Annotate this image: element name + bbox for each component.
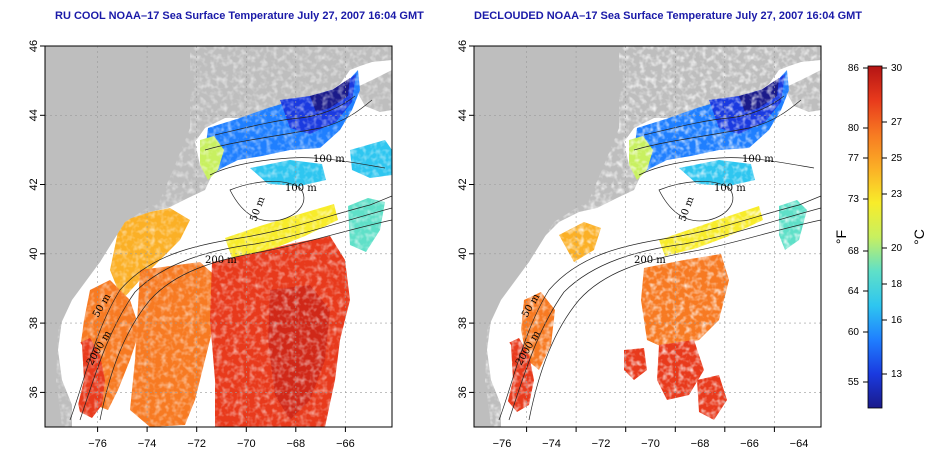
contour-label: 100 m: [742, 154, 774, 165]
y-tick-label: 38: [28, 317, 40, 329]
x-tick-label: −74: [542, 438, 561, 450]
left-map-panel: 100 m 100 m 50 m 200 m 50 m 2000 m −76 −…: [28, 40, 393, 450]
y-tick-label: 36: [28, 386, 40, 398]
colorbar-c-tick: 25: [891, 153, 903, 164]
x-tick-label: −70: [641, 438, 660, 450]
contour-label: 200 m: [634, 255, 666, 266]
colorbar-f-tick: 77: [848, 153, 860, 164]
colorbar-c-tick: 16: [891, 315, 903, 326]
left-panel-title: RU COOL NOAA–17 Sea Surface Temperature …: [55, 10, 424, 22]
colorbar-c-tick: 27: [891, 117, 903, 128]
x-tick-label: −70: [237, 438, 256, 450]
x-tick-label: −76: [88, 438, 107, 450]
colorbar-c-tick: 20: [891, 243, 903, 254]
colorbar: 86 80 77 73 68 64 60 55 30 27 25 23 20 1…: [833, 63, 927, 409]
y-tick-label: 42: [28, 178, 40, 190]
y-tick-label: 44: [457, 109, 469, 121]
x-tick-label: −64: [790, 438, 809, 450]
x-tick-label: −66: [740, 438, 759, 450]
y-tick-label: 46: [28, 40, 40, 52]
left-grid: [45, 46, 392, 427]
y-tick-label: 38: [457, 317, 469, 329]
right-map-panel: 100 m 100 m 50 m 200 m 50 m 2000 m −76 −…: [457, 40, 822, 450]
x-tick-label: −68: [691, 438, 710, 450]
colorbar-c-tick: 30: [891, 63, 903, 74]
x-tick-label: −68: [286, 438, 305, 450]
y-tick-label: 46: [457, 40, 469, 52]
colorbar-f-tick: 86: [848, 63, 860, 74]
contour-label: 100 m: [285, 183, 317, 194]
colorbar-f-tick: 60: [848, 327, 860, 338]
contour-label: 100 m: [714, 183, 746, 194]
x-tick-label: −72: [592, 438, 611, 450]
colorbar-unit-f: °F: [833, 230, 849, 244]
colorbar-c-tick: 23: [891, 189, 903, 200]
x-tick-label: −72: [187, 438, 206, 450]
y-tick-label: 36: [457, 386, 469, 398]
contour-label: 100 m: [313, 154, 345, 165]
y-tick-label: 40: [457, 248, 469, 260]
contour-label: 200 m: [205, 255, 237, 266]
x-tick-label: −74: [138, 438, 157, 450]
bathymetry-contours: [69, 95, 392, 421]
colorbar-f-tick: 55: [848, 377, 860, 388]
right-panel-title: DECLOUDED NOAA–17 Sea Surface Temperatur…: [474, 10, 863, 22]
colorbar-f-tick: 64: [848, 286, 860, 297]
colorbar-f-tick: 80: [848, 123, 860, 134]
colorbar-f-tick: 73: [848, 194, 860, 205]
colorbar-c-tick: 13: [891, 369, 903, 380]
y-tick-label: 44: [28, 109, 40, 121]
colorbar-c-tick: 18: [891, 279, 903, 290]
x-tick-label: −66: [336, 438, 355, 450]
x-tick-label: −76: [493, 438, 512, 450]
colorbar-f-tick: 68: [848, 246, 860, 257]
y-tick-label: 42: [457, 178, 469, 190]
y-tick-label: 40: [28, 248, 40, 260]
colorbar-unit-c: °C: [911, 229, 927, 245]
